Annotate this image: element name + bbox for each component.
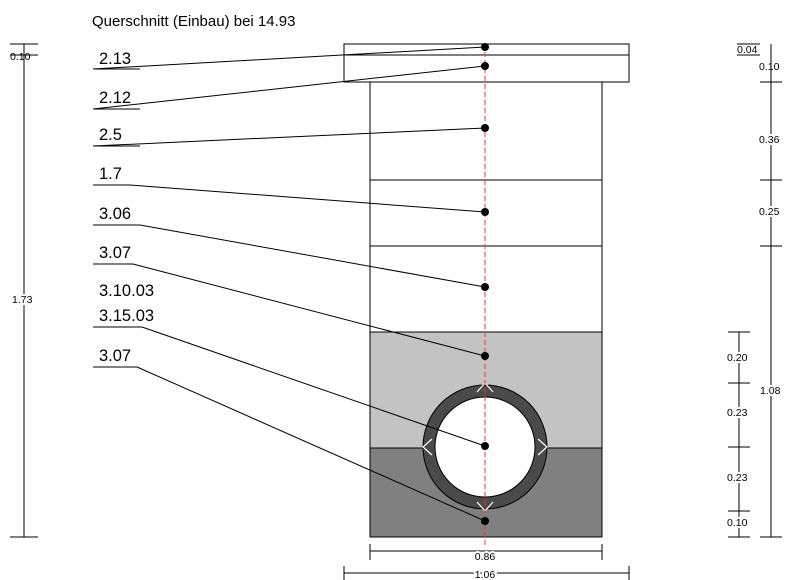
right-dim-3: 0.25 [759,206,780,218]
layer-point [481,283,489,291]
right-lower-2: 0.23 [727,472,748,484]
bottom-dimension [343,544,630,580]
layer-labels: 2.13 2.12 2.5 1.7 3.06 [92,43,489,525]
svg-text:3.07: 3.07 [99,244,131,262]
layer-label: 2.5 [92,124,489,147]
right-lower-3: 0.10 [727,517,748,529]
left-dim-total: 1.73 [12,294,33,306]
layer-label: 3.07 [93,244,489,360]
layer-label: 1.7 [93,165,489,216]
structure [343,43,630,538]
right-lower-0: 0.20 [727,352,748,364]
right-dim-2: 0.36 [759,134,780,146]
right-dim-1: 0.10 [759,61,780,73]
svg-text:2.12: 2.12 [99,89,131,107]
svg-text:2.5: 2.5 [99,126,122,144]
right-dimension-upper [737,43,782,538]
layer-label: 3.15.03 [93,307,489,450]
layer-point [481,517,489,525]
pipe-marker-left [422,438,433,456]
left-dimension [10,43,38,538]
layer-point [481,124,489,132]
svg-text:3.10.03: 3.10.03 [99,282,154,300]
bottom-dim-inner: 0.86 [475,551,496,563]
right-dim-0: 0.04 [737,44,758,56]
svg-text:3.15.03: 3.15.03 [99,307,154,325]
pipe-marker-right [537,438,548,456]
layer-label: 3.06 [93,205,489,291]
layer-point [481,208,489,216]
bottom-dim-outer: 1.06 [475,569,496,580]
layer-point [481,442,489,450]
svg-text:3.07: 3.07 [99,347,131,365]
layer-label: 2.13 [92,43,489,70]
svg-text:1.7: 1.7 [99,165,122,183]
layer-label: 2.12 [92,62,489,110]
svg-text:3.06: 3.06 [99,205,131,223]
right-dimension-lower [728,331,750,538]
layer-point [481,62,489,70]
right-dim-total: 1.08 [760,385,781,397]
left-dim-top: 0.10 [10,51,31,63]
layer-label: 3.10.03 [99,282,154,300]
right-lower-1: 0.23 [727,407,748,419]
section-title: Querschnitt (Einbau) bei 14.93 [92,13,295,30]
layer-point [481,352,489,360]
layer-point [481,43,489,51]
svg-text:2.13: 2.13 [99,50,131,68]
layer-label: 3.07 [93,347,489,525]
